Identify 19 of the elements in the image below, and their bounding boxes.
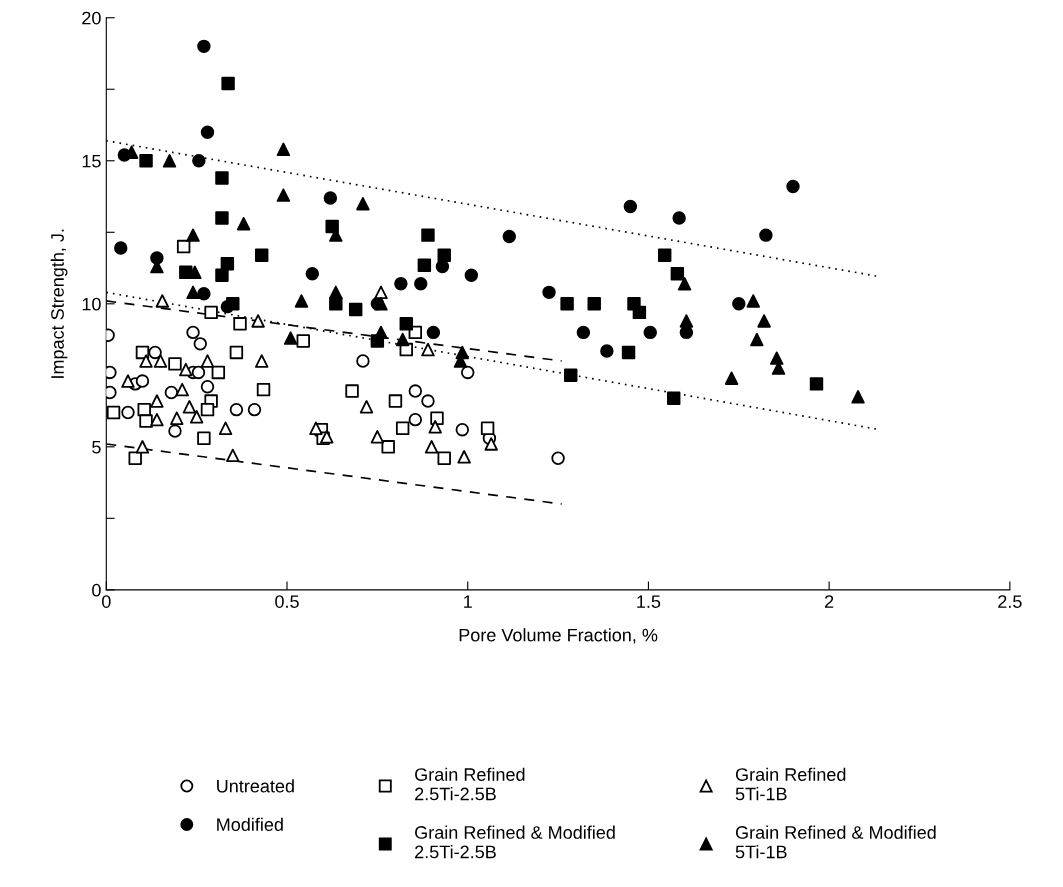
x-tick-label: 1.5 xyxy=(637,595,661,608)
legend-label: Untreated xyxy=(217,779,294,793)
legend-label: Grain Refined 5Ti-1B xyxy=(735,767,846,801)
legend-label: Grain Refined & Modified 2.5Ti-2.5B xyxy=(415,825,615,859)
x-axis-title: Pore Volume Fraction, % xyxy=(459,628,658,644)
legend-label: Grain Refined & Modified 5Ti-1B xyxy=(735,825,936,859)
y-tick-label: 10 xyxy=(82,297,101,311)
legend-label: Grain Refined 2.5Ti-2.5B xyxy=(415,767,525,801)
y-tick-label: 15 xyxy=(82,154,101,168)
x-tick-label: 1 xyxy=(464,595,472,608)
x-tick-label: 2.5 xyxy=(998,595,1022,608)
y-tick-label: 5 xyxy=(92,440,101,454)
y-tick-label: 20 xyxy=(82,11,101,25)
x-tick-label: 0.5 xyxy=(275,595,299,608)
y-tick-label: 0 xyxy=(92,583,101,597)
y-axis-title: Impact Strength, J. xyxy=(50,229,68,378)
x-tick-label: 0 xyxy=(101,595,111,608)
x-tick-label: 2 xyxy=(825,595,834,608)
legend-label: Modified xyxy=(217,817,283,832)
